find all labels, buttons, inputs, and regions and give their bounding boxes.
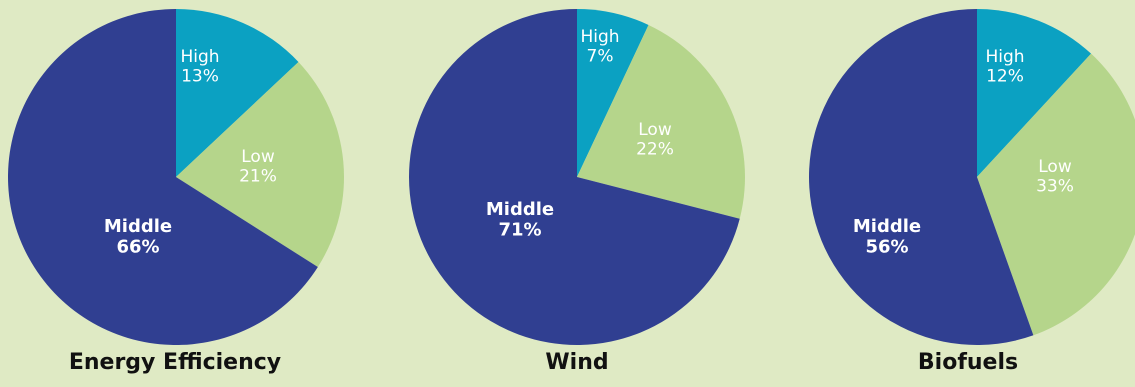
pie-slice-wind-middle <box>408 9 740 345</box>
slice-category-wind-high: High <box>580 27 619 47</box>
chart-title-energy-efficiency: Energy Efficiency <box>68 350 282 375</box>
pie-slice-energy-efficiency-low <box>176 62 345 268</box>
pie-slice-wind-high <box>577 9 649 177</box>
slice-value-biofuels-low: 33% <box>1036 177 1074 197</box>
slice-value-wind-low: 22% <box>636 140 674 160</box>
slice-value-energy-efficiency-middle: 66% <box>116 237 159 258</box>
slice-category-energy-efficiency-middle: Middle <box>104 216 172 237</box>
slice-label-wind-middle: Middle 71% <box>486 199 554 241</box>
slice-label-energy-efficiency-low: Low 21% <box>239 147 277 187</box>
slice-value-biofuels-high: 12% <box>986 67 1024 87</box>
slice-value-biofuels-middle: 56% <box>865 237 908 258</box>
slice-category-biofuels-low: Low <box>1038 157 1072 177</box>
slice-category-energy-efficiency-high: High <box>180 47 219 67</box>
pie-slice-energy-efficiency-high <box>176 9 299 177</box>
slice-category-energy-efficiency-low: Low <box>241 147 275 167</box>
pie-slice-biofuels-high <box>977 9 1092 177</box>
chart-title-wind: Wind <box>545 350 609 375</box>
pie-slice-energy-efficiency-middle <box>8 9 318 346</box>
chart-title-biofuels: Biofuels <box>917 350 1019 375</box>
slice-category-biofuels-high: High <box>985 47 1024 67</box>
slice-value-wind-middle: 71% <box>498 220 541 241</box>
slice-category-wind-middle: Middle <box>486 199 554 220</box>
slice-category-biofuels-middle: Middle <box>853 216 921 237</box>
slice-category-wind-low: Low <box>638 120 672 140</box>
slice-value-energy-efficiency-high: 13% <box>181 67 219 87</box>
slice-label-energy-efficiency-middle: Middle 66% <box>104 216 172 258</box>
pie-slice-biofuels-middle <box>808 8 1034 345</box>
pie-slice-biofuels-low <box>977 53 1135 336</box>
slice-value-wind-high: 7% <box>587 47 614 67</box>
slice-value-energy-efficiency-low: 21% <box>239 167 277 187</box>
slice-label-biofuels-high: High 12% <box>985 47 1024 87</box>
slice-label-wind-low: Low 22% <box>636 120 674 160</box>
slice-label-energy-efficiency-high: High 13% <box>180 47 219 87</box>
slice-label-biofuels-low: Low 33% <box>1036 157 1074 197</box>
pie-slice-wind-low <box>577 24 745 219</box>
slice-label-wind-high: High 7% <box>580 27 619 67</box>
slice-label-biofuels-middle: Middle 56% <box>853 216 921 258</box>
